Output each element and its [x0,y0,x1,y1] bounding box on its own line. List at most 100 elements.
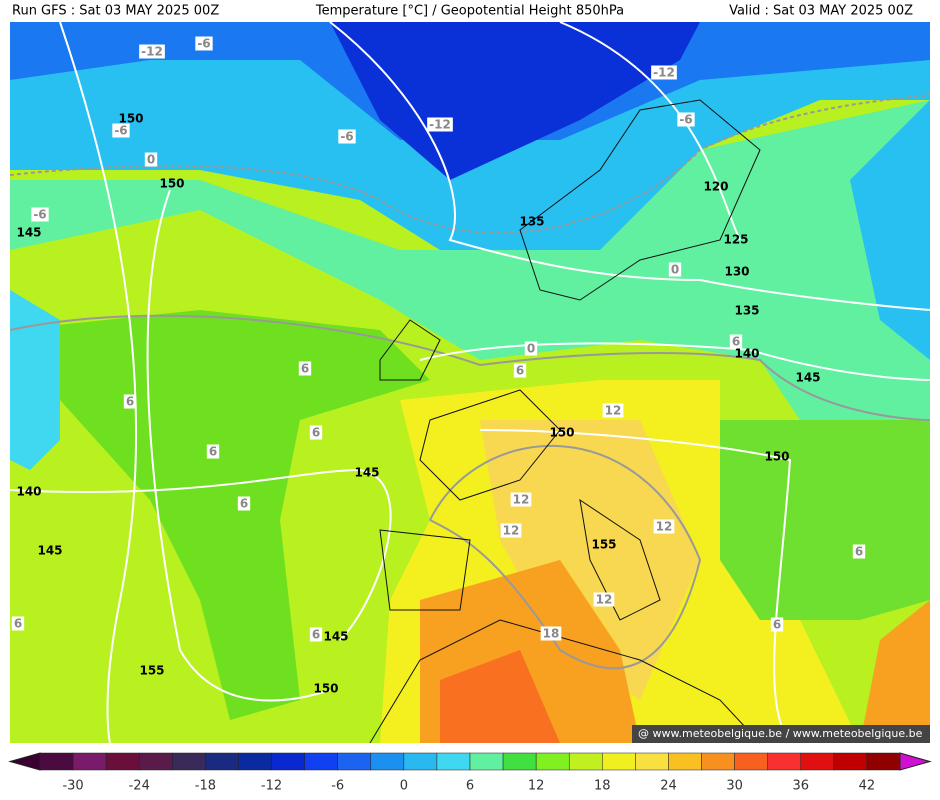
contour-label-bg [729,334,743,349]
colorbar-label: 12 [528,779,545,794]
contour-label-bg [524,341,538,356]
contour-label-bg [852,544,866,559]
contour-label: 135 [519,215,544,229]
contour-label-bg [668,262,682,277]
contour-label: 150 [118,112,143,126]
contour-label: -12 [429,118,451,132]
contour-label-bg [206,444,220,459]
contour-label: 12 [656,520,673,534]
contour-label-bg [513,363,527,378]
contour-label-bg [510,492,532,507]
colorbar-label: -6 [331,779,344,794]
contour-label: -6 [340,130,353,144]
colorbar-segment [833,752,868,771]
contour-label: 125 [723,233,748,247]
contour-label: 145 [37,544,62,558]
contour-label-bg [338,129,356,144]
contour-label-bg [144,152,158,167]
colorbar-segment [105,752,140,771]
contour-label: 155 [591,538,616,552]
contour-label: 150 [313,682,338,696]
contour-label: 145 [354,466,379,480]
colorbar-segment [568,752,603,771]
contour-label: 150 [159,177,184,191]
colorbar-label: 6 [466,779,474,794]
map-field [9,21,931,744]
contour-label: 6 [126,395,134,409]
contour-label-bg [540,626,562,641]
contour-label-bg [309,425,323,440]
contour-label: 12 [596,593,613,607]
contour-label-bg [593,592,615,607]
contour-label-bg [123,394,137,409]
contour-label: -6 [679,113,692,127]
colorbar-label: -30 [62,779,83,794]
watermark-box: @ www.meteobelgique.be / www.meteobelgiq… [632,725,930,743]
contour-label: 12 [503,524,520,538]
contour-label: 6 [240,497,248,511]
colorbar-segment [602,752,636,771]
contour-label-bg [139,44,165,59]
contour-label: 6 [301,362,309,376]
colorbar-low [8,752,41,771]
contour-label: 6 [14,617,22,631]
contour-label-bg [427,117,453,132]
contour-label: 6 [312,426,320,440]
colorbar-segment [800,752,835,771]
contour-label-bg [298,361,312,376]
colorbar-segment [701,752,735,771]
contour-label: 6 [312,628,320,642]
colorbar-label: -24 [129,779,150,794]
contour-label: 155 [139,664,164,678]
colorbar-label: 36 [792,779,809,794]
contour-label: 130 [724,265,749,279]
contour-label-bg [112,123,130,138]
contour-label: 18 [543,627,560,641]
contour-label: -12 [141,45,163,59]
contour-label: 0 [147,153,155,167]
colorbar-label: -12 [261,779,282,794]
colorbar-segment [39,752,74,771]
contour-label: 0 [671,263,679,277]
colorbar-label: 24 [660,779,677,794]
colorbar-segment [72,752,107,771]
contour-label: 0 [527,342,535,356]
contour-label-bg [309,627,323,642]
colorbar-segment [866,752,901,771]
colorbar-segment [436,752,471,771]
colorbar-segment [370,752,405,771]
contour-label-bg [195,36,213,51]
contour-label: 6 [855,545,863,559]
colorbar-label: 42 [859,779,876,794]
contour-label: 150 [764,450,789,464]
colorbar-segment [535,752,570,771]
colorbar-segment [238,752,272,771]
contour-label-bg [677,112,695,127]
contour-label-bg [500,523,522,538]
contour-label: 145 [16,226,41,240]
contour-label-bg [651,65,677,80]
colorbar-label: 18 [594,779,611,794]
colorbar-segment [271,752,305,771]
contour-label-bg [770,617,784,632]
colorbar-segment [403,752,438,771]
contour-label: 6 [516,364,524,378]
watermark: @ www.meteobelgique.be / www.meteobelgiq… [638,727,923,740]
colorbar-high [899,752,932,771]
colorbar-label: 0 [400,779,408,794]
contour-label-bg [602,403,624,418]
colorbar-segment [304,752,338,771]
contour-label: 135 [734,304,759,318]
contour-label: 150 [549,426,574,440]
contour-label: 140 [16,485,41,499]
run-label: Run GFS : Sat 03 MAY 2025 00Z [12,4,219,19]
contour-label-bg [653,519,675,534]
colorbar-label: 30 [726,779,743,794]
contour-label: -6 [33,208,46,222]
contour-label: 6 [773,618,781,632]
contour-label-bg [11,616,25,631]
colorbar-segment [138,752,173,771]
contour-label: 6 [209,445,217,459]
colorbar-segment [337,752,372,771]
